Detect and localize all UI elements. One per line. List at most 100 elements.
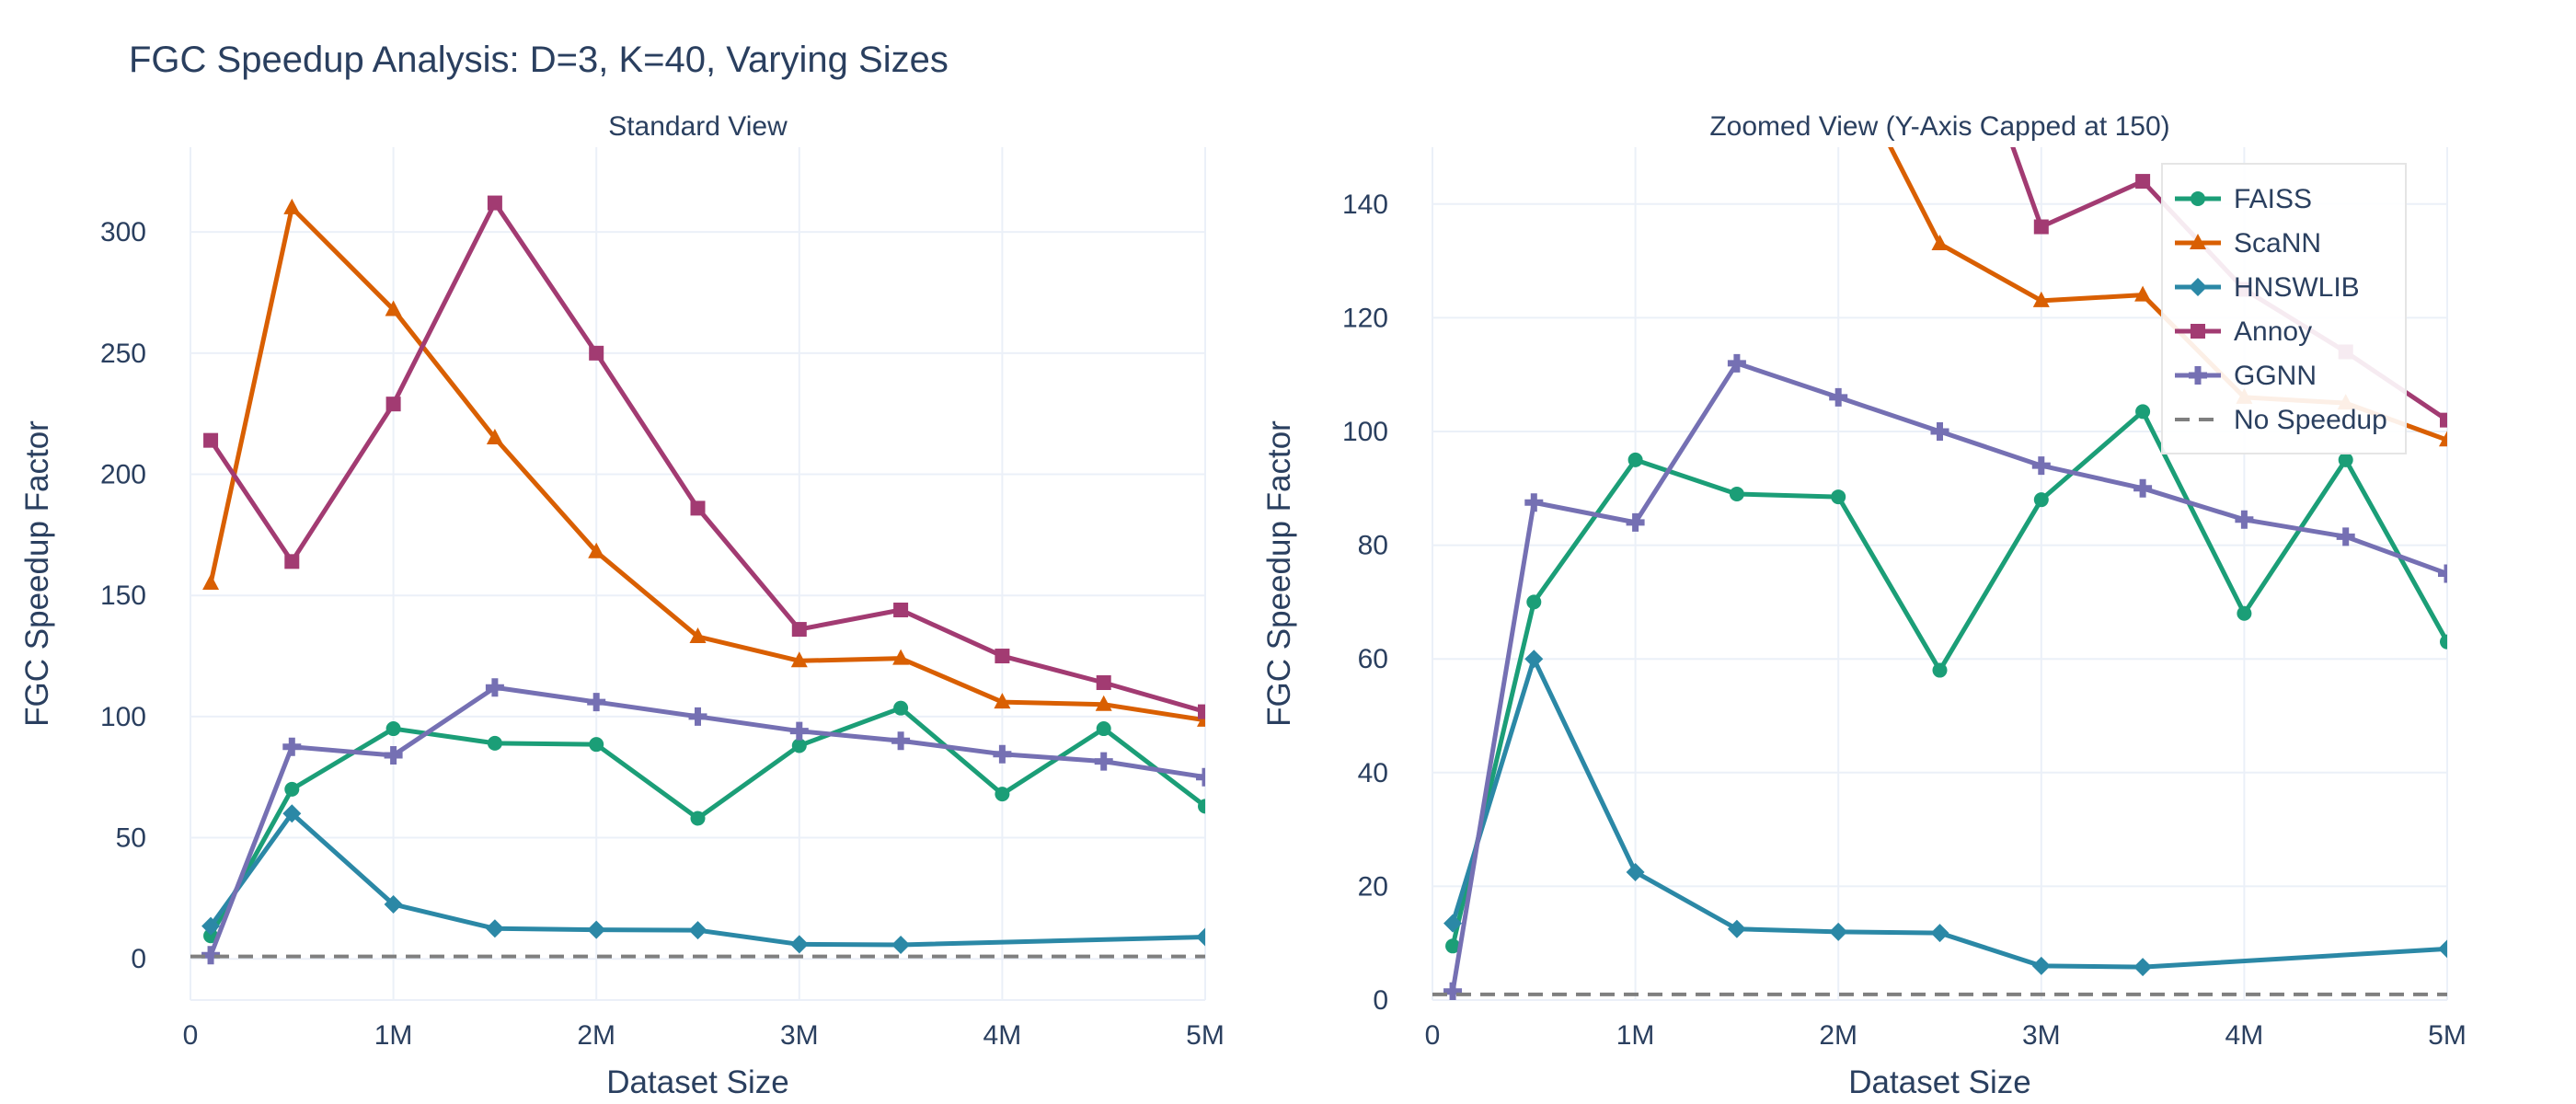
series-hnswlib (1443, 650, 2447, 977)
data-point-ggnn (789, 721, 809, 741)
data-point-faiss (1096, 721, 1111, 737)
y-tick-label: 0 (1373, 985, 1388, 1016)
legend-label: HNSWLIB (2234, 272, 2360, 303)
data-point-scann (2032, 291, 2050, 307)
legend-swatch-marker (2189, 278, 2207, 296)
y-tick-label: 100 (100, 702, 146, 732)
data-point-ggnn (1727, 353, 1746, 373)
data-point-scann (385, 300, 402, 316)
panel-standard-view: 0 1M 2M 3M 4M 5M 0 50 100 150 200 250 300 Standard Vi… (19, 111, 1225, 1100)
x-tick-label: 5M (1186, 1020, 1225, 1051)
data-point-ggnn (1626, 512, 1645, 532)
data-point-faiss (1198, 799, 1205, 814)
x-tick-label: 3M (780, 1020, 819, 1051)
data-point-ggnn (2438, 564, 2447, 583)
data-point-ggnn (1930, 422, 1949, 441)
data-point-hnswlib (1829, 922, 1848, 941)
legend-swatch-marker (2191, 191, 2205, 206)
data-point-faiss (791, 738, 807, 753)
x-tick-label: 3M (2022, 1020, 2061, 1051)
data-point-scann (2439, 431, 2447, 447)
x-axis-label: Dataset Size (606, 1064, 788, 1100)
data-point-faiss (690, 811, 706, 826)
data-point-faiss (1445, 938, 1461, 954)
legend-box (2161, 163, 2407, 454)
legend-label: Annoy (2234, 316, 2312, 347)
data-point-annoy (690, 500, 706, 516)
legend-label: ScaNN (2234, 228, 2321, 259)
subplot-title: Zoomed View (Y-Axis Capped at 150) (1709, 111, 2169, 142)
data-point-scann (994, 693, 1011, 709)
data-point-annoy (1198, 704, 1205, 719)
data-point-ggnn (1094, 752, 1113, 771)
y-tick-label: 200 (100, 460, 146, 490)
data-point-annoy (385, 397, 401, 412)
data-point-ggnn (384, 746, 403, 765)
data-point-annoy (487, 195, 502, 211)
data-point-annoy (284, 554, 300, 569)
x-tick-label: 2M (1819, 1020, 1857, 1051)
data-point-ggnn (2031, 456, 2051, 476)
y-axis-label: FGC Speedup Factor (1261, 420, 1297, 727)
data-point-annoy (203, 432, 219, 448)
data-point-ggnn (485, 678, 504, 697)
plot-area (190, 195, 1205, 965)
data-point-hnswlib (1727, 919, 1746, 938)
data-point-ggnn (1443, 982, 1463, 1000)
data-point-faiss (2440, 634, 2447, 650)
data-point-faiss (2338, 452, 2353, 467)
data-point-faiss (1932, 662, 1948, 678)
data-point-hnswlib (688, 921, 707, 940)
x-tick-label: 4M (2225, 1020, 2264, 1051)
data-point-annoy (589, 345, 604, 361)
data-point-faiss (589, 737, 604, 753)
data-point-hnswlib (2133, 958, 2153, 977)
y-tick-label: 60 (1358, 644, 1388, 674)
legend-label: No Speedup (2234, 405, 2387, 435)
legend-item-hnswlib: HNSWLIB (2175, 272, 2360, 303)
legend-item-annoy: Annoy (2175, 316, 2312, 347)
legend-item-ggnn: GGNN (2175, 361, 2317, 391)
data-point-hnswlib (2031, 956, 2051, 975)
data-point-faiss (1627, 452, 1643, 467)
legend: FAISS ScaNN HNSWLIB Annoy GGNN No Speedup (2161, 163, 2407, 454)
legend-label: GGNN (2234, 361, 2317, 391)
data-point-ggnn (993, 744, 1012, 764)
data-point-hnswlib (1443, 914, 1463, 933)
data-point-scann (1095, 695, 1112, 711)
y-tick-label: 140 (1342, 190, 1388, 220)
series-hnswlib (201, 804, 1205, 954)
data-point-annoy (2440, 412, 2447, 428)
data-point-annoy (2033, 219, 2049, 235)
gridlines (190, 147, 1206, 1000)
series-faiss (1445, 404, 2447, 954)
data-point-hnswlib (384, 894, 403, 914)
legend-item-scann: ScaNN (2175, 228, 2321, 259)
data-point-ggnn (2133, 478, 2153, 498)
data-point-faiss (1831, 489, 1846, 505)
data-point-annoy (2135, 174, 2151, 190)
data-point-hnswlib (587, 920, 606, 939)
panel-zoomed-view: 0 1M 2M 3M 4M 5M 0 20 40 60 80 100 120 140 Zoomed View… (1261, 111, 2467, 1100)
data-point-annoy (1096, 675, 1111, 691)
data-point-ggnn (282, 737, 302, 756)
legend-item-faiss: FAISS (2175, 184, 2312, 214)
data-point-ggnn (1524, 493, 1544, 512)
x-tick-label: 1M (1616, 1020, 1655, 1051)
series-scann (202, 198, 1205, 727)
x-tick-label: 0 (183, 1020, 199, 1051)
data-point-faiss (2237, 605, 2252, 621)
data-point-scann (588, 542, 605, 558)
data-point-hnswlib (1524, 650, 1544, 669)
y-tick-label: 120 (1342, 303, 1388, 333)
data-point-scann (283, 198, 301, 214)
series-ggnn (1443, 353, 2447, 1000)
data-point-hnswlib (282, 804, 302, 823)
data-point-annoy (995, 649, 1010, 664)
legend-swatch-marker (2190, 234, 2206, 249)
data-point-faiss (1526, 594, 1542, 610)
series-faiss (203, 700, 1205, 944)
data-point-hnswlib (789, 935, 809, 954)
x-tick-label: 0 (1425, 1020, 1441, 1051)
data-point-faiss (284, 781, 300, 797)
